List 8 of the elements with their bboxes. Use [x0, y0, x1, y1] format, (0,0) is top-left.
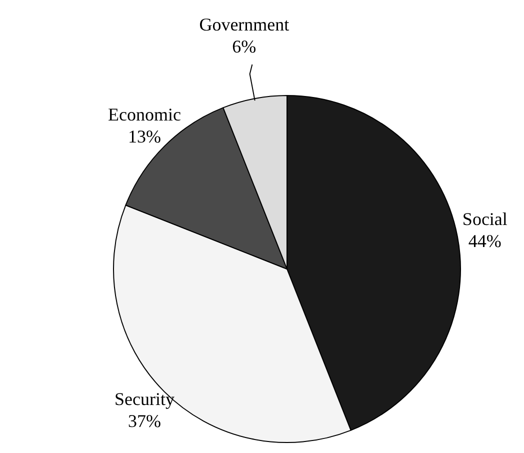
slice-label: Social: [462, 208, 508, 229]
data-label: 6%: [232, 36, 256, 56]
slice-label: Economic: [108, 104, 182, 124]
data-label: 13%: [128, 126, 162, 146]
data-label: 37%: [128, 411, 162, 432]
slice-label: Government: [199, 14, 290, 34]
slice-label: Security: [114, 389, 175, 410]
data-label: 44%: [468, 230, 502, 251]
